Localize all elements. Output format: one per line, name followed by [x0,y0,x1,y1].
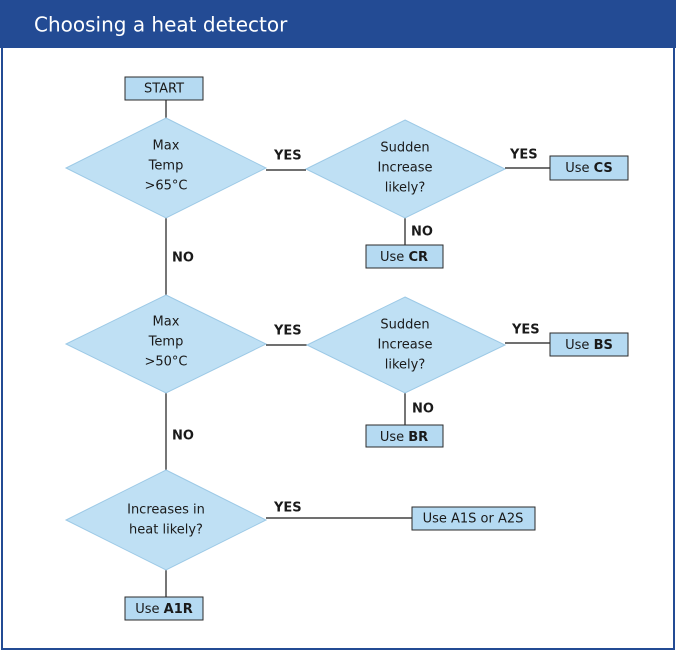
edge-label: YES [273,149,302,164]
outcome-label: Use A1R [135,602,193,617]
outcome-code: BS [594,338,613,353]
outcome-code: CS [594,161,613,176]
outcome-box [549,155,629,181]
connectors [165,100,550,597]
decision [305,296,507,394]
outcome-label: Use A1S or A2S [423,512,524,527]
outcome-label: Use BS [565,338,613,353]
decision-line: Sudden [380,141,429,156]
start-label: START [144,82,184,97]
outcome-box [124,596,204,621]
outcome-box [365,244,444,269]
outcome-text: Use [565,161,589,176]
outcome-text: Use [380,250,404,265]
decision-line: heat likely? [129,523,203,538]
decision [64,117,268,219]
decision-line: >65°C [144,179,187,194]
outcome-text: Use [380,430,404,445]
edge-label: YES [273,324,302,339]
outcome-text: Use [135,602,159,617]
decision-line: likely? [385,358,426,373]
edge-label: YES [509,148,538,163]
outcome-code: A1R [164,602,193,617]
decision [64,469,268,571]
decision-line: Sudden [380,318,429,333]
outcome-code: BR [408,430,428,445]
decision-line: Max [153,139,180,154]
edge-label: YES [273,501,302,516]
outcome-text: Use [565,338,589,353]
decision-line: >50°C [144,355,187,370]
outcome-label: Use BR [380,430,428,445]
edge-label: YES [511,323,540,338]
outcome-box [365,424,444,448]
edge-label: NO [172,429,194,444]
edge-label: NO [411,225,433,240]
title: Choosing a heat detector [34,13,288,37]
outcome-label: Use CS [565,161,613,176]
outcome-label: Use CR [380,250,428,265]
header-bar [0,0,676,48]
decision-line: Temp [148,335,184,350]
outcome-box [411,506,536,531]
decision-line: Max [153,315,180,330]
edge-label: NO [412,402,434,417]
decision-line: Temp [148,159,184,174]
decision [304,119,507,219]
outcome-code: CR [408,250,428,265]
decision-line: likely? [385,181,426,196]
decision-line: Increases in [127,503,205,518]
decision [64,294,268,394]
start-box [124,76,204,101]
decision-line: Increase [377,338,432,353]
outcome-box [549,332,629,357]
edge-label: NO [172,251,194,266]
decision-line: Increase [377,161,432,176]
